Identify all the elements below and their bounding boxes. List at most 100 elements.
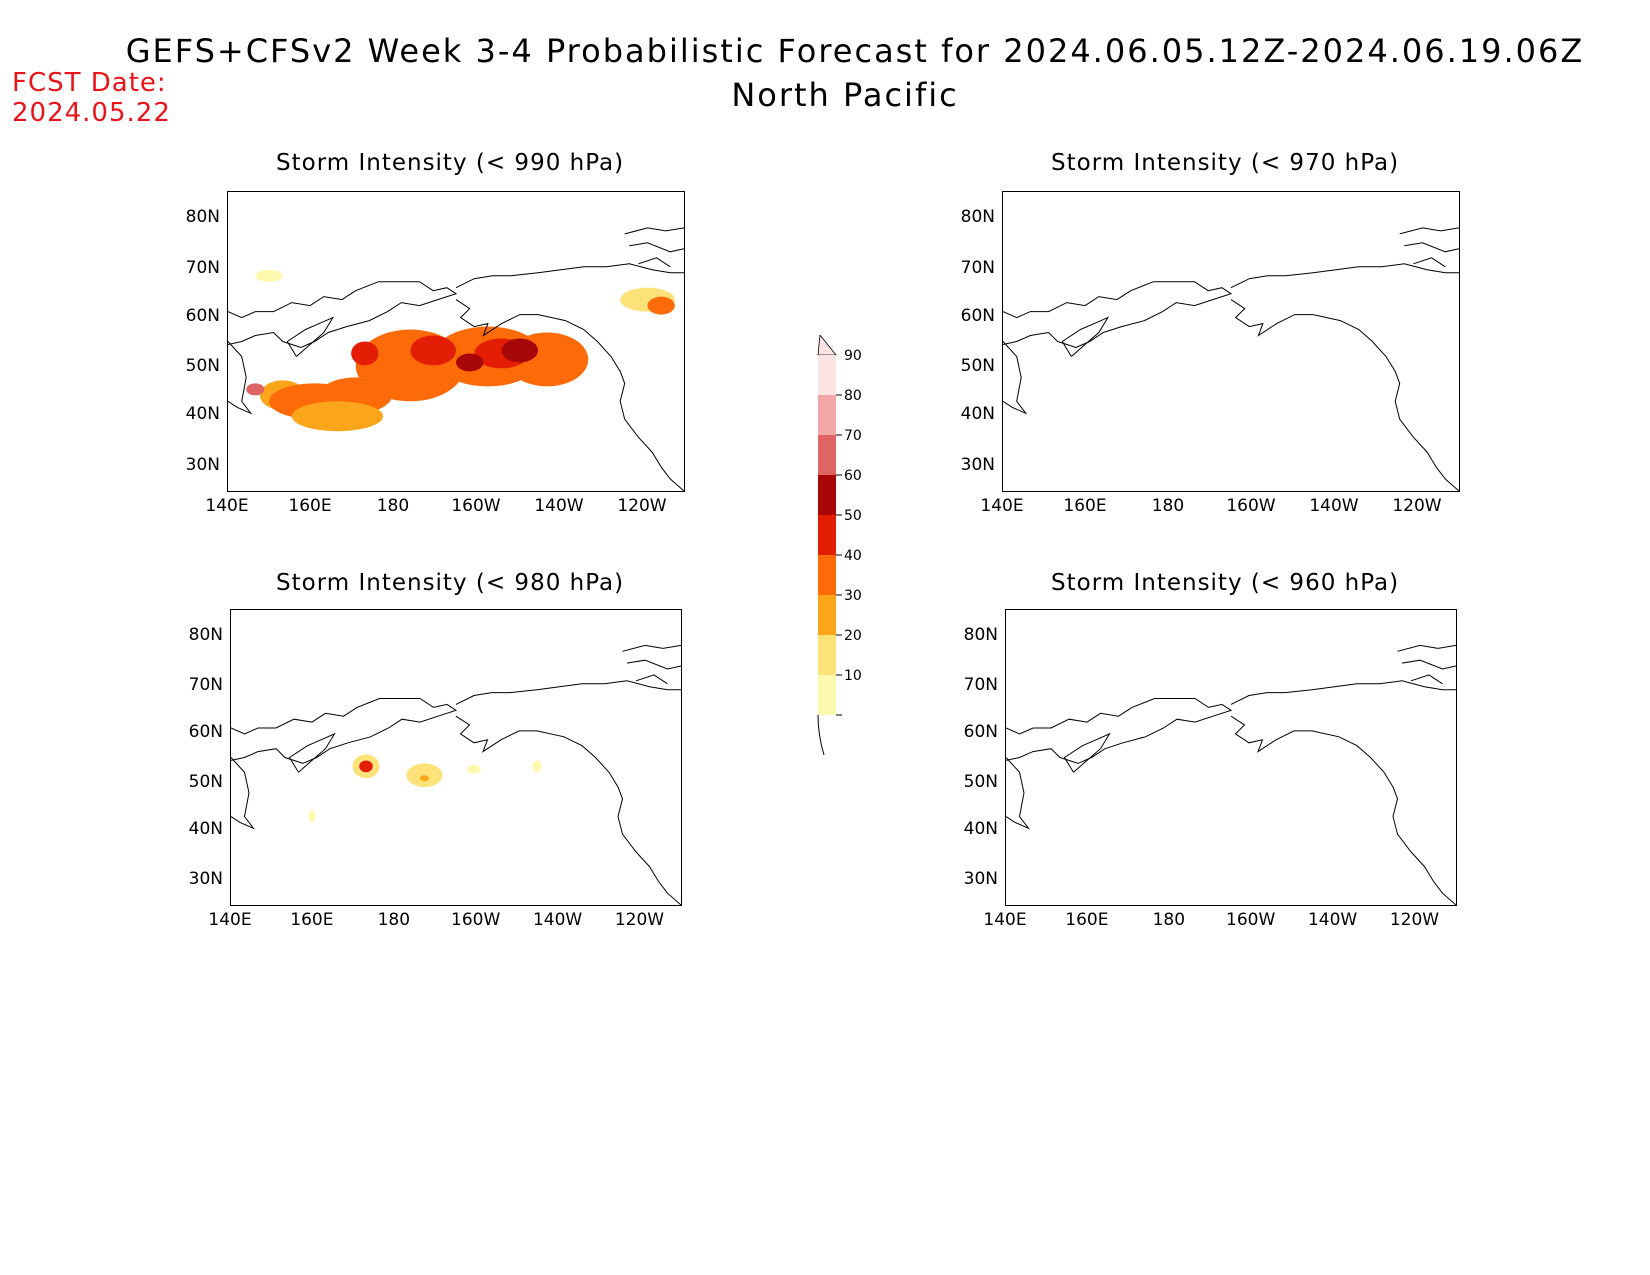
map-panel-980	[230, 609, 682, 906]
colorbar-level-label: 90	[844, 348, 862, 364]
colorbar-level-label: 30	[844, 588, 862, 604]
lon-tick-label: 160W	[1226, 496, 1276, 516]
coastline	[228, 341, 253, 415]
lat-tick-label: 40N	[960, 404, 995, 425]
lon-tick-label: 140E	[208, 910, 252, 930]
map-panel-970	[1002, 191, 1460, 492]
lon-tick-label: 140W	[532, 910, 583, 930]
coastline	[629, 242, 684, 253]
colorbar-swatch	[818, 555, 836, 595]
lon-tick-label: 140E	[205, 496, 249, 516]
probability-area	[351, 341, 379, 366]
lon-tick-label: 120W	[617, 496, 667, 516]
lon-tick-label: 180	[377, 910, 411, 930]
colorbar-level-label: 50	[844, 508, 862, 524]
coastline	[638, 257, 671, 268]
map-panel-960	[1005, 609, 1457, 906]
probability-area	[456, 353, 484, 372]
coastline	[622, 644, 681, 652]
lat-tick-label: 40N	[963, 819, 998, 840]
coastline	[1404, 242, 1459, 253]
lon-tick-label: 140E	[983, 910, 1027, 930]
coastline	[228, 281, 458, 349]
lon-tick-label: 120W	[1389, 910, 1440, 930]
map-panel-990	[227, 191, 685, 492]
lat-tick-label: 70N	[188, 674, 223, 695]
panel-title-960: Storm Intensity (< 960 hPa)	[1051, 570, 1400, 596]
colorbar-swatch	[818, 395, 836, 435]
lon-tick-label: 140W	[1307, 910, 1358, 930]
coastline	[1230, 715, 1456, 905]
probability-area	[255, 269, 283, 282]
lon-tick-label: 160W	[1226, 910, 1276, 930]
map-canvas	[1006, 644, 1456, 905]
probability-area	[359, 760, 373, 773]
lon-tick-label: 160E	[1065, 910, 1109, 930]
lat-tick-label: 40N	[188, 819, 223, 840]
lat-tick-label: 80N	[960, 206, 995, 227]
coastline	[455, 715, 681, 905]
lon-tick-label: 140W	[1309, 496, 1359, 516]
map-canvas	[1003, 227, 1459, 491]
lon-tick-label: 120W	[1392, 496, 1442, 516]
lon-tick-label: 160E	[288, 496, 332, 516]
colorbar-level-label: 70	[844, 428, 862, 444]
probability-area	[420, 775, 429, 782]
lon-tick-label: 180	[376, 496, 410, 516]
lat-tick-label: 50N	[963, 772, 998, 793]
colorbar-level-label: 40	[844, 548, 862, 564]
coastline	[1410, 674, 1443, 685]
lon-tick-label: 120W	[614, 910, 665, 930]
colorbar-swatch	[818, 515, 836, 555]
colorbar: 10 20 30 40 50 60 70 80 90	[817, 335, 862, 755]
coastline	[1413, 257, 1446, 268]
panel-title-990: Storm Intensity (< 990 hPa)	[276, 150, 625, 176]
panel-title-970: Storm Intensity (< 970 hPa)	[1051, 150, 1400, 176]
colorbar-level-label: 60	[844, 468, 862, 484]
fcst-date-value: 2024.05.22	[12, 98, 171, 128]
coastline	[1401, 659, 1456, 670]
fcst-date-label: FCST Date:	[12, 68, 167, 98]
lat-tick-label: 50N	[185, 356, 220, 377]
lon-tick-label: 160E	[290, 910, 334, 930]
lat-tick-label: 50N	[960, 356, 995, 377]
map-canvas	[228, 227, 684, 491]
lat-tick-label: 60N	[963, 721, 998, 742]
coastline	[1399, 227, 1459, 235]
coastline	[624, 227, 684, 235]
coastline	[1003, 341, 1028, 415]
coastline	[1230, 263, 1459, 289]
lat-tick-label: 70N	[963, 674, 998, 695]
probability-area	[532, 760, 542, 773]
lat-tick-label: 60N	[188, 721, 223, 742]
lat-tick-label: 30N	[185, 455, 220, 476]
lon-tick-label: 140W	[534, 496, 584, 516]
colorbar-level-label: 20	[844, 628, 862, 644]
colorbar-swatch	[818, 675, 836, 715]
colorbar-bottom-arrow	[817, 714, 825, 755]
probability-area	[501, 338, 539, 363]
colorbar-level-label: 10	[844, 668, 862, 684]
coastline	[455, 299, 684, 491]
colorbar-level-label: 80	[844, 388, 862, 404]
coastline	[1230, 680, 1456, 705]
probability-area	[246, 383, 265, 396]
lat-tick-label: 40N	[185, 404, 220, 425]
lon-tick-label: 160W	[451, 496, 501, 516]
lat-tick-label: 50N	[188, 772, 223, 793]
coastline	[231, 698, 458, 764]
colorbar-swatch	[818, 435, 836, 475]
lat-tick-label: 30N	[188, 869, 223, 890]
colorbar-swatch	[818, 595, 836, 635]
lat-tick-label: 30N	[963, 869, 998, 890]
lat-tick-label: 70N	[185, 257, 220, 278]
lat-tick-label: 30N	[960, 455, 995, 476]
colorbar-swatch	[818, 635, 836, 675]
lat-tick-label: 80N	[185, 206, 220, 227]
coastline	[1006, 757, 1031, 830]
lat-tick-label: 60N	[960, 305, 995, 326]
region-subtitle: North Pacific	[731, 76, 959, 114]
probability-area	[647, 296, 675, 315]
lat-tick-label: 80N	[963, 624, 998, 645]
map-canvas	[231, 644, 681, 905]
